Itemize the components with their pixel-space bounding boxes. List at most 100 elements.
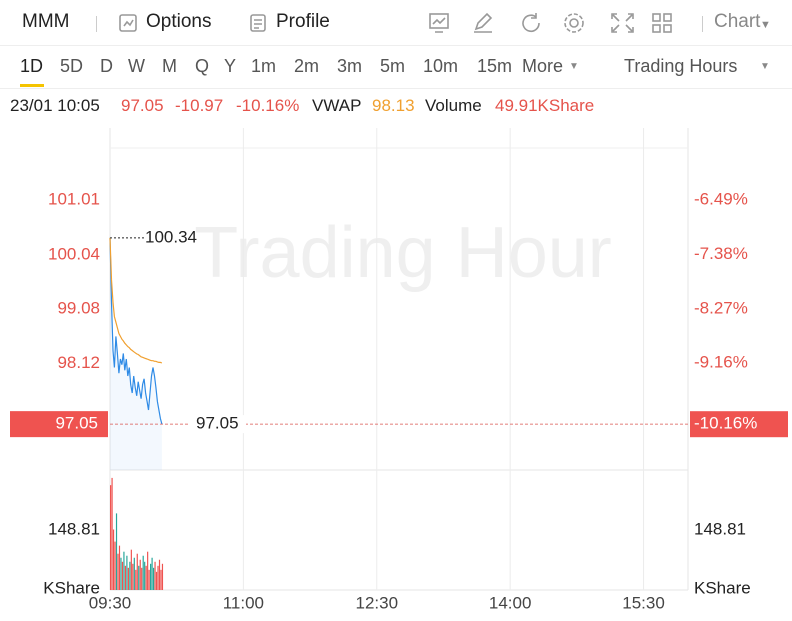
period-button[interactable]: 1m: [251, 56, 277, 76]
volume-bar: [145, 565, 147, 590]
volume-bar: [157, 565, 159, 590]
quote-price: 97.05: [121, 96, 164, 115]
dropdown-arrow: ▼: [569, 61, 579, 72]
volume-bar: [121, 561, 124, 590]
x-tick-label: 12:30: [355, 593, 398, 612]
volume-bar: [158, 559, 161, 590]
tool-icons: [429, 12, 672, 33]
volume-bar: [135, 569, 137, 590]
more-button[interactable]: More: [522, 56, 564, 76]
vwap-value: 98.13: [372, 96, 415, 115]
dropdown-arrow: ▼: [760, 61, 770, 72]
volume-bar: [161, 563, 164, 590]
volume-bar: [136, 553, 138, 590]
period-button[interactable]: M: [162, 56, 177, 76]
x-tick-label: 15:30: [622, 593, 665, 612]
volume-bar: [124, 565, 127, 590]
y-tick-label: 99.08: [57, 299, 100, 318]
period-button[interactable]: Q: [195, 56, 210, 76]
volume-bar: [114, 541, 116, 590]
volume-bar: [139, 559, 141, 590]
y2-tick-label: -9.16%: [694, 353, 748, 372]
y2-tick-label: -6.49%: [694, 190, 748, 209]
volume-bar: [123, 551, 125, 590]
vwap-label: VWAP: [312, 96, 362, 115]
y-tick-label: 100.04: [48, 244, 100, 263]
last-price-badge-text: 97.05: [55, 414, 98, 433]
period-button[interactable]: 2m: [294, 56, 320, 76]
volume-bar: [155, 571, 158, 590]
period-button[interactable]: W: [128, 56, 145, 76]
series-line: [109, 237, 163, 364]
volume-bar: [127, 567, 129, 590]
quote-change: -10.97: [175, 96, 224, 115]
last-change-badge: [690, 411, 788, 438]
divider: [0, 88, 792, 89]
y-tick-label: 148.81: [48, 519, 100, 538]
volume-bar: [132, 563, 134, 590]
session-selector[interactable]: Trading Hours: [624, 56, 738, 76]
volume-bar: [111, 477, 113, 590]
volume-bar: [138, 565, 140, 590]
volume-bar: [130, 549, 132, 590]
x-tick-label: 09:30: [89, 593, 132, 612]
period-underline: [20, 84, 44, 87]
volume-bar: [117, 553, 119, 590]
volume-bar: [160, 569, 162, 590]
volume-value: 49.91KShare: [495, 96, 595, 115]
period-button[interactable]: D: [100, 56, 113, 76]
volume-bar: [147, 551, 149, 590]
volume-bar: [154, 561, 156, 590]
period-button[interactable]: 5D: [60, 56, 84, 76]
volume-bar: [150, 563, 152, 590]
volume-bar: [129, 561, 131, 590]
quote-change-pct: -10.16%: [236, 96, 300, 115]
last-change-badge-text: -10.16%: [694, 414, 757, 433]
period-button[interactable]: 5m: [380, 56, 406, 76]
last-price-label: 97.05: [196, 414, 239, 433]
volume-bar: [144, 561, 146, 590]
volume-bar: [110, 485, 112, 590]
volume-bar: [141, 567, 143, 590]
volume-bar: [152, 567, 155, 590]
separator: [702, 16, 703, 32]
options-button[interactable]: Options: [146, 11, 212, 32]
y2-tick-label: 148.81: [694, 519, 746, 538]
volume-bar: [151, 557, 153, 590]
price-area: [110, 237, 162, 470]
y2-tick-label: -8.27%: [694, 298, 748, 317]
dropdown-arrow: ▼: [760, 19, 771, 31]
x-tick-label: 11:00: [223, 593, 264, 612]
separator: [96, 16, 97, 32]
volume-bar: [120, 557, 122, 590]
period-button[interactable]: 1D: [20, 56, 44, 76]
watermark: Trading Hour: [194, 213, 612, 293]
volume-bar: [133, 557, 135, 590]
symbol[interactable]: MMM: [22, 11, 70, 32]
period-button[interactable]: 3m: [337, 56, 363, 76]
volume-bar: [126, 555, 128, 590]
profile-button[interactable]: Profile: [276, 11, 330, 32]
y-tick-label: 101.01: [48, 189, 100, 208]
last-label-bg: [190, 415, 246, 434]
volume-bar: [115, 513, 118, 590]
chart-menu[interactable]: Chart: [714, 11, 761, 32]
profile-icon: [250, 14, 266, 32]
period-button[interactable]: 10m: [423, 56, 459, 76]
volume-bar: [118, 545, 121, 590]
x-tick-label: 14:00: [489, 593, 532, 612]
volume-label: Volume: [425, 96, 482, 115]
y-unit-label: KShare: [43, 578, 100, 597]
high-label: 100.34: [145, 227, 197, 246]
volume-bar: [112, 529, 115, 590]
last-price-badge: [10, 411, 108, 438]
period-button[interactable]: Y: [224, 56, 237, 76]
volume-bar: [142, 555, 144, 590]
divider: [0, 45, 792, 46]
quote-time: 23/01 10:05: [10, 96, 100, 115]
series-line: [109, 237, 163, 425]
period-button[interactable]: 15m: [477, 56, 513, 76]
options-icon: [119, 14, 137, 32]
